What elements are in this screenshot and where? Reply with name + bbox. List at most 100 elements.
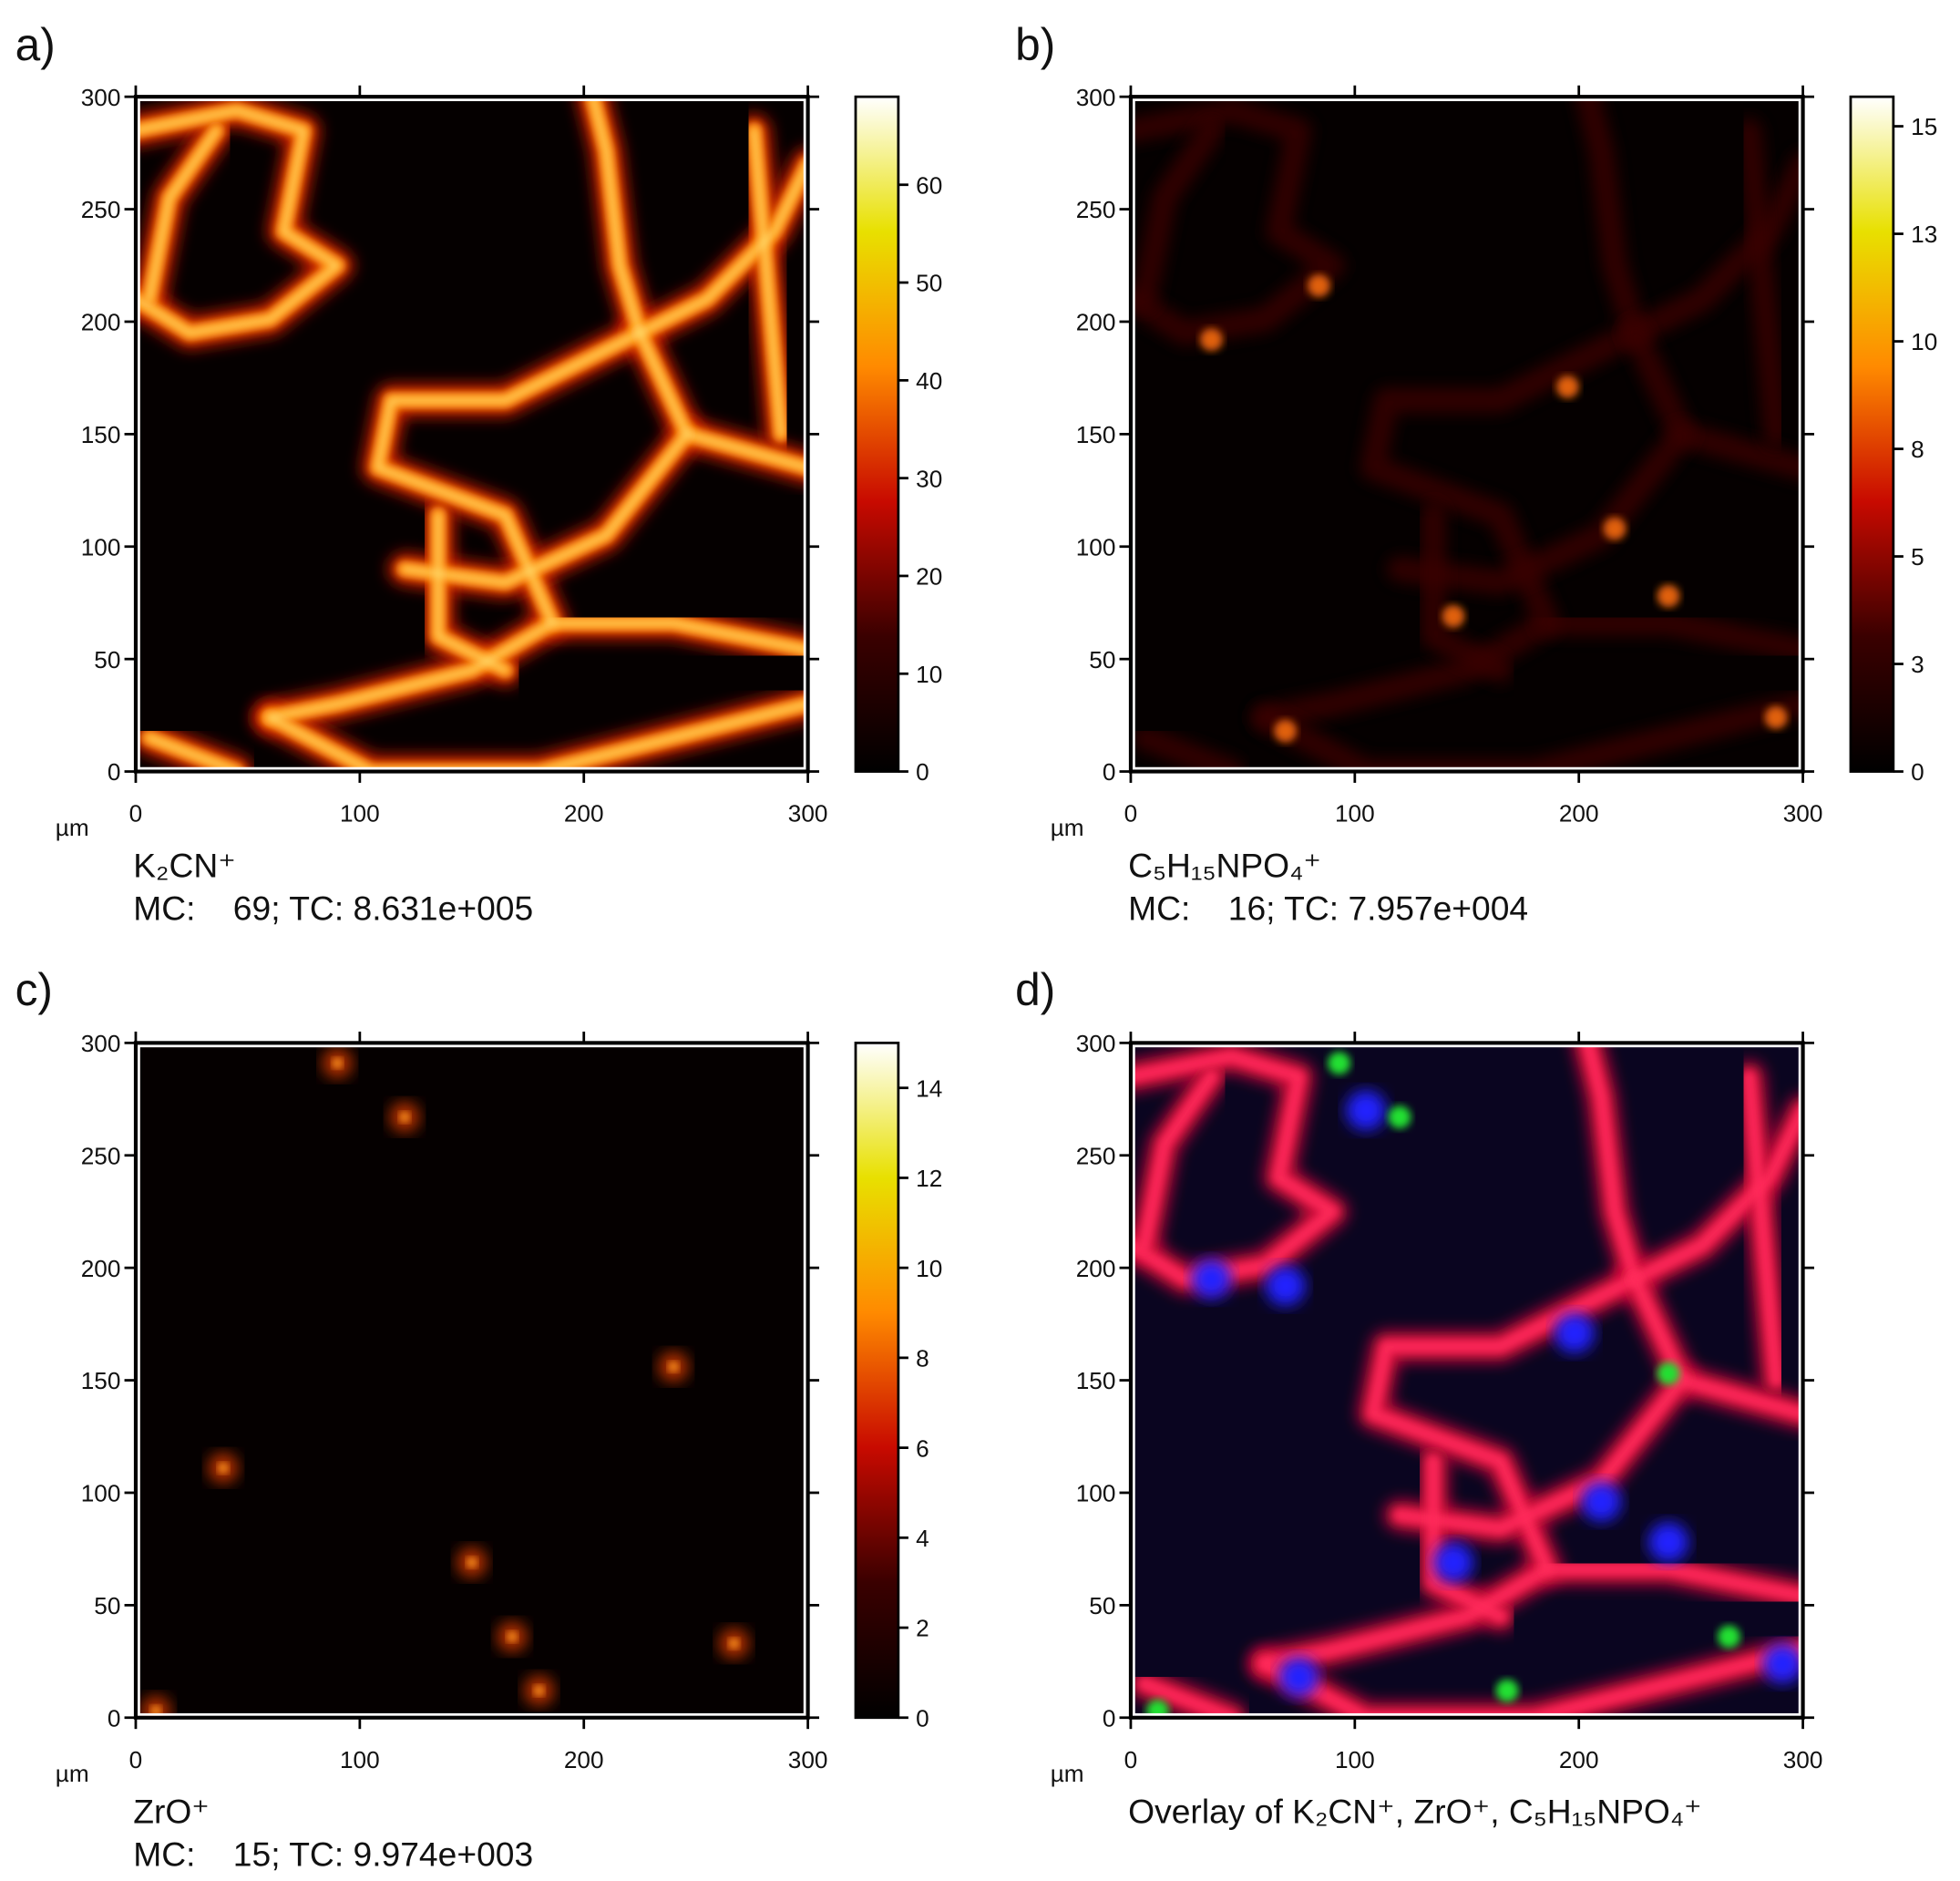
y-tick-label: 0: [1103, 1704, 1116, 1732]
colorbar-tick-label: 5: [1911, 543, 1924, 570]
y-tick-label: 50: [1089, 1592, 1115, 1619]
colorbar-tick-label: 10: [916, 661, 942, 688]
network: [1421, 502, 1514, 684]
panel-label: b): [1015, 19, 1055, 70]
spot: [1718, 1625, 1740, 1649]
plot-frame-inner: [1133, 98, 1801, 770]
spot: [1328, 1052, 1351, 1074]
y-tick-label: 200: [1076, 309, 1116, 336]
x-unit: µm: [1051, 814, 1084, 841]
x-tick-label: 200: [1559, 1746, 1599, 1773]
colorbar-tick-label: 15: [1911, 113, 1937, 140]
colorbar-tick-label: 6: [916, 1434, 929, 1462]
spot: [1657, 1362, 1680, 1385]
spot: [1200, 328, 1223, 352]
spot: [1278, 1657, 1319, 1698]
x-tick-label: 0: [1124, 800, 1138, 827]
x-unit: µm: [1051, 1760, 1084, 1787]
spot: [1581, 1481, 1622, 1522]
spot: [218, 1463, 229, 1474]
y-tick-label: 200: [1076, 1255, 1116, 1282]
network: [1622, 151, 1803, 346]
colorbar-tick-label: 0: [1911, 758, 1924, 786]
colorbar-tick-label: 10: [916, 1255, 942, 1282]
network: [1387, 421, 1695, 596]
x-tick-label: 300: [1783, 1746, 1823, 1773]
spot: [1388, 1105, 1411, 1129]
network: [1258, 1043, 1642, 1670]
colorbar-tick-label: 60: [916, 171, 942, 199]
image-area: [135, 1043, 808, 1718]
spot: [1495, 1679, 1519, 1702]
y-tick-label: 250: [1076, 196, 1116, 223]
y-tick-label: 100: [81, 533, 121, 560]
x-tick-label: 100: [340, 800, 380, 827]
colorbar-tick-label: 40: [916, 367, 942, 395]
caption-line: MC: 16; TC: 7.957e+004: [1128, 889, 1528, 927]
colorbar-tick-label: 30: [916, 465, 942, 492]
caption-line: Overlay of K₂CN⁺, ZrO⁺, C₅H₁₅NPO₄⁺: [1128, 1793, 1702, 1831]
spot: [1191, 1259, 1232, 1300]
colorbar-tick-label: 3: [1911, 651, 1924, 678]
panel-label: c): [15, 964, 53, 1015]
y-tick-label: 250: [81, 1142, 121, 1169]
network: [1534, 610, 1803, 663]
x-tick-label: 0: [129, 800, 143, 827]
y-tick-label: 100: [81, 1480, 121, 1507]
y-tick-label: 300: [81, 84, 121, 111]
image-area: [1130, 97, 1803, 772]
x-tick-label: 200: [1559, 800, 1599, 827]
y-tick-label: 50: [1089, 646, 1115, 673]
y-tick-label: 250: [1076, 1142, 1116, 1169]
spot: [1265, 1265, 1306, 1306]
x-unit: µm: [56, 1760, 89, 1787]
y-tick-label: 150: [81, 421, 121, 448]
colorbar: [1849, 95, 1895, 773]
colorbar-tick-label: 14: [916, 1074, 942, 1102]
panel: a)0 100 200 300050100150200250300µmK₂CN⁺MC:…: [15, 19, 943, 927]
spot: [1556, 375, 1579, 398]
y-tick-label: 100: [1076, 533, 1116, 560]
x-unit: µm: [56, 814, 89, 841]
y-tick-label: 250: [81, 196, 121, 223]
network: [135, 107, 341, 336]
spot: [507, 1631, 518, 1642]
y-tick-label: 150: [81, 1367, 121, 1394]
spot: [1647, 1522, 1689, 1563]
y-tick-label: 0: [108, 758, 121, 786]
y-tick-label: 0: [108, 1704, 121, 1732]
x-tick-label: 0: [129, 1746, 143, 1773]
panel-label: a): [15, 19, 56, 70]
caption-line: MC: 15; TC: 9.974e+003: [133, 1835, 533, 1873]
network: [549, 620, 808, 653]
x-tick-label: 300: [1783, 800, 1823, 827]
y-tick-label: 300: [1076, 84, 1116, 111]
y-tick-label: 50: [94, 646, 120, 673]
spot: [1657, 584, 1680, 608]
y-tick-label: 50: [94, 1592, 120, 1619]
colorbar-tick-label: 0: [916, 758, 929, 786]
y-tick-label: 150: [1076, 421, 1116, 448]
spot: [1764, 705, 1788, 729]
spot: [1146, 1699, 1169, 1718]
caption-line: MC: 69; TC: 8.631e+005: [133, 889, 533, 927]
colorbar-tick-label: 20: [916, 563, 942, 591]
plot-frame-inner: [138, 1044, 806, 1716]
network: [1137, 1070, 1218, 1252]
x-tick-label: 100: [1335, 1746, 1375, 1773]
network: [1742, 1070, 1782, 1387]
spot: [399, 1112, 410, 1123]
spot: [1762, 1643, 1803, 1684]
y-tick-label: 0: [1103, 758, 1116, 786]
image-area: [1130, 1043, 1803, 1718]
network: [267, 97, 643, 721]
spot: [1603, 517, 1626, 540]
panel: d) 0 100 200 300 0 50 100 150 200 250 300 µm Overlay …: [1015, 964, 1822, 1831]
network: [1252, 97, 1647, 731]
network: [146, 735, 241, 772]
y-tick-label: 200: [81, 1255, 121, 1282]
x-tick-label: 200: [564, 800, 604, 827]
network: [1137, 1677, 1238, 1718]
x-tick-label: 300: [788, 800, 828, 827]
caption-line: K₂CN⁺: [133, 846, 236, 884]
